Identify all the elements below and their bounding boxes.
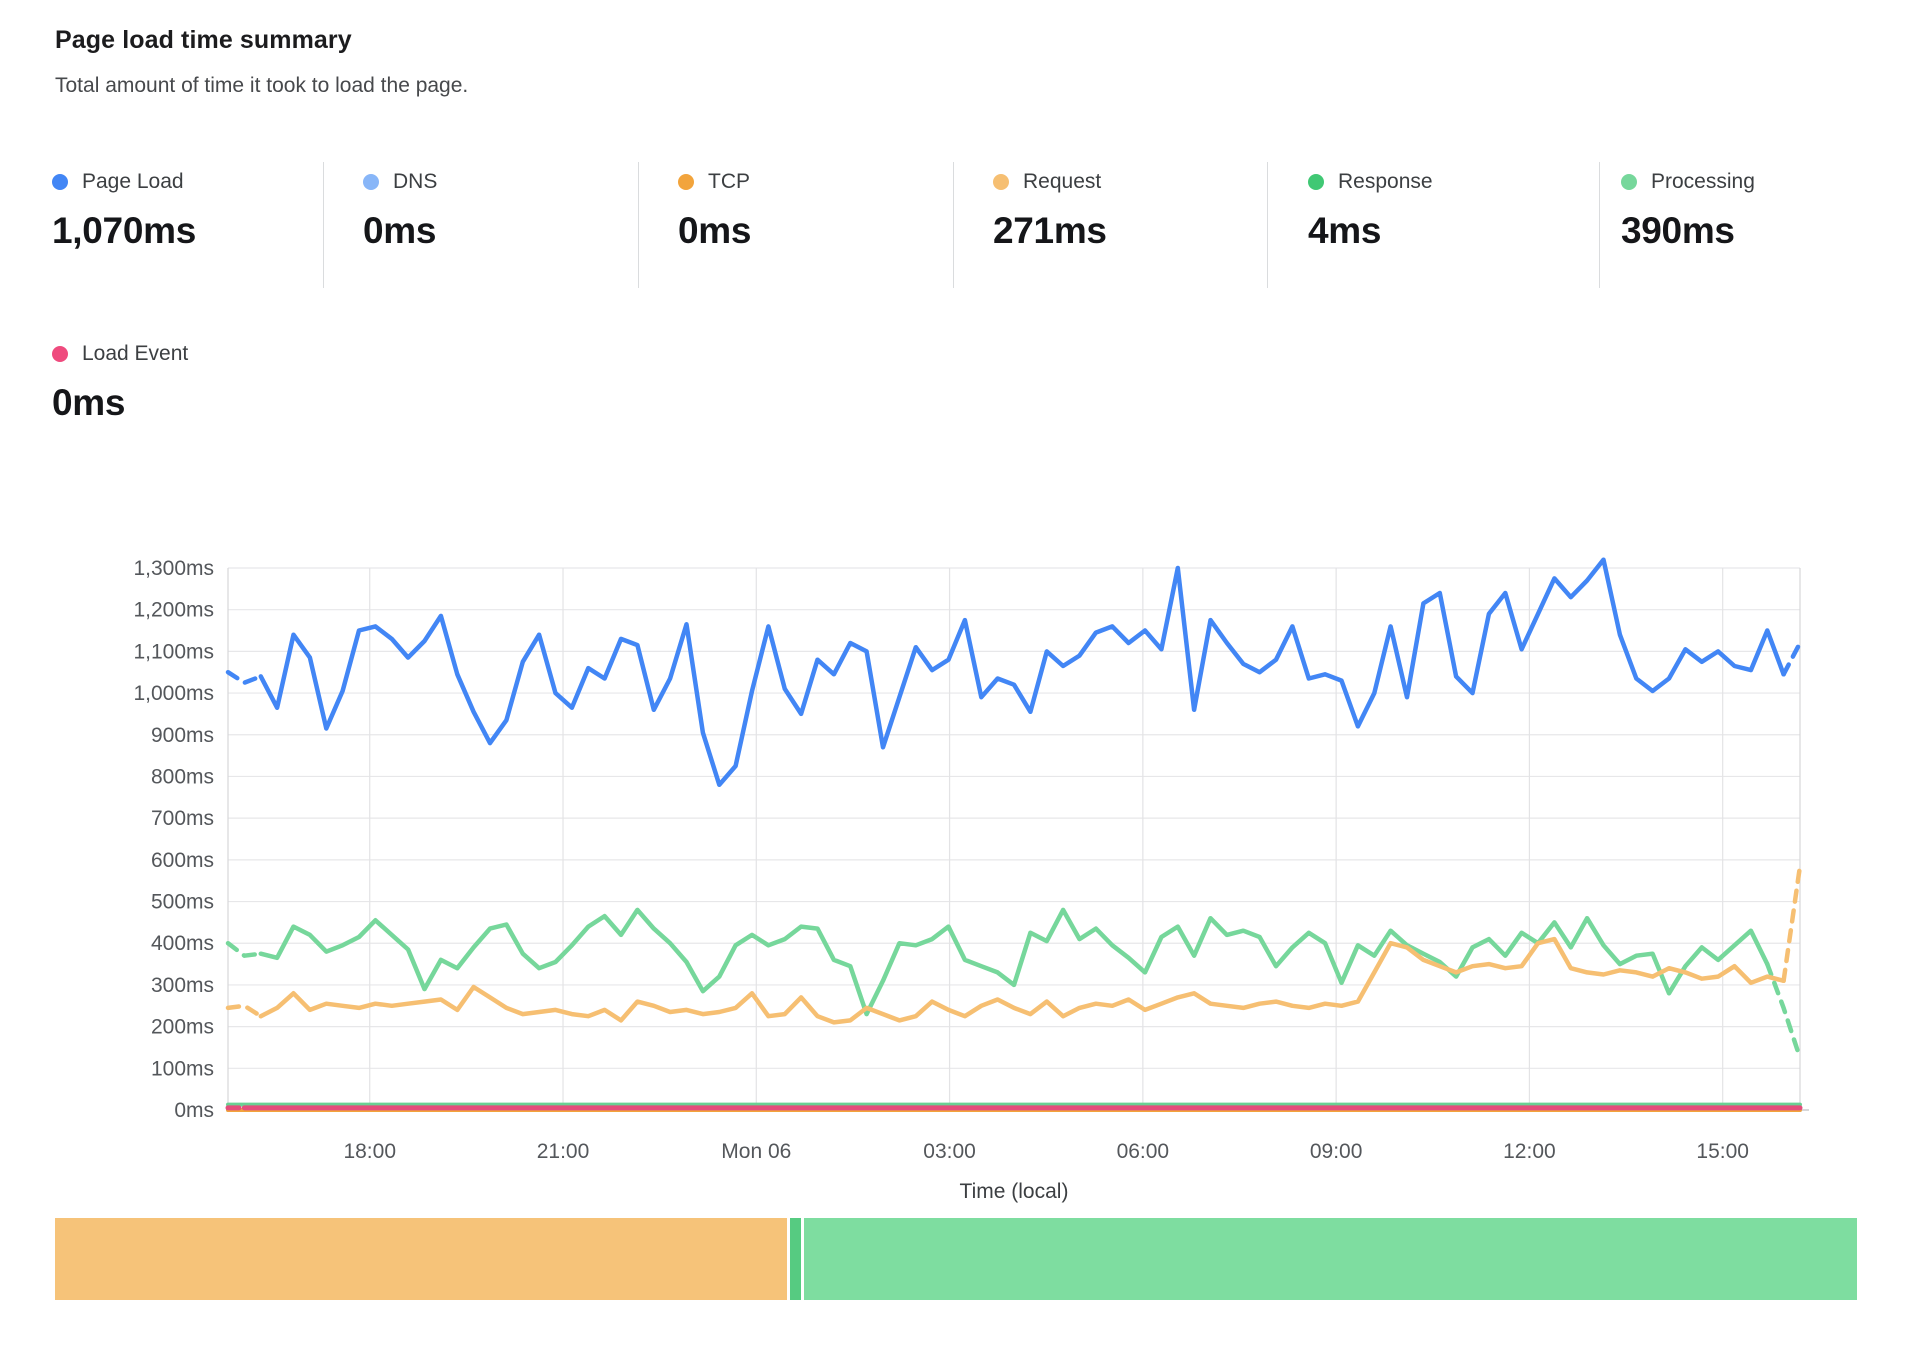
y-axis-tick-label: 800ms <box>151 765 214 788</box>
load-time-chart[interactable]: 0ms 100ms 200ms 300ms 400ms 500ms 600ms 700ms 80… <box>55 520 1857 1220</box>
column-divider <box>953 162 954 288</box>
load-time-chart-svg[interactable]: 0ms 100ms 200ms 300ms 400ms 500ms 600ms 700ms 80… <box>55 520 1857 1220</box>
metric-value-response: 4ms <box>1308 210 1382 251</box>
x-axis-tick-label: Mon 06 <box>721 1140 791 1163</box>
y-axis-tick-label: 1,000ms <box>133 682 214 705</box>
dns-legend-dot <box>363 174 379 190</box>
legend-item-dns: DNS <box>363 166 663 198</box>
x-axis-tick-label: 06:00 <box>1117 1140 1170 1163</box>
y-axis-tick-label: 200ms <box>151 1016 214 1039</box>
metric-card-dns: DNS 0ms <box>363 166 663 252</box>
column-divider <box>638 162 639 288</box>
metric-card-request: Request 271ms <box>993 166 1293 252</box>
legend-item-processing: Processing <box>1621 166 1910 198</box>
y-axis-tick-label: 1,300ms <box>133 557 214 580</box>
legend-item-tcp: TCP <box>678 166 978 198</box>
y-axis-tick-label: 300ms <box>151 974 214 997</box>
legend-item-page-load: Page Load <box>52 166 352 198</box>
metric-value-tcp: 0ms <box>678 210 752 251</box>
y-axis-tick-label: 1,200ms <box>133 599 214 622</box>
y-axis-tick-label: 900ms <box>151 724 214 747</box>
request-legend-dot <box>993 174 1009 190</box>
x-axis-tick-label: 21:00 <box>537 1140 590 1163</box>
legend-item-request: Request <box>993 166 1293 198</box>
bar-segment-response <box>789 1218 801 1300</box>
series-page-load[interactable] <box>225 557 1803 788</box>
column-divider <box>323 162 324 288</box>
x-axis-tick-label: 18:00 <box>343 1140 396 1163</box>
tcp-legend-dot <box>678 174 694 190</box>
column-divider <box>1599 162 1600 288</box>
series-processing[interactable] <box>225 907 1803 1061</box>
x-axis-tick-label: 15:00 <box>1696 1140 1749 1163</box>
metric-card-page-load: Page Load 1,070ms <box>52 166 352 252</box>
y-axis-tick-label: 100ms <box>151 1057 214 1080</box>
x-axis-tick-label: 12:00 <box>1503 1140 1556 1163</box>
metric-label: Page Load <box>82 170 184 193</box>
processing-legend-dot <box>1621 174 1637 190</box>
x-axis-tick-label: 03:00 <box>923 1140 976 1163</box>
bar-segment-processing <box>803 1218 1857 1300</box>
metric-card-load-event: Load Event 0ms <box>52 338 352 424</box>
metric-value-load-event: 0ms <box>52 382 126 423</box>
metric-card-tcp: TCP 0ms <box>678 166 978 252</box>
y-axis-tick-label: 400ms <box>151 932 214 955</box>
load-breakdown-bar <box>55 1218 1857 1300</box>
metric-value-processing: 390ms <box>1621 210 1735 251</box>
bar-segment-request <box>55 1218 787 1300</box>
series-request[interactable] <box>225 863 1803 1025</box>
column-divider <box>1267 162 1268 288</box>
metric-label: DNS <box>393 170 438 193</box>
load-event-legend-dot <box>52 346 68 362</box>
chart-grid: 0ms 100ms 200ms 300ms 400ms 500ms 600ms 700ms 80… <box>133 557 1809 1203</box>
metric-value-dns: 0ms <box>363 210 437 251</box>
page-title: Page load time summary <box>55 26 352 54</box>
y-axis-tick-label: 700ms <box>151 807 214 830</box>
y-axis-tick-label: 1,100ms <box>133 640 214 663</box>
response-legend-dot <box>1308 174 1324 190</box>
x-axis-tick-label: 09:00 <box>1310 1140 1363 1163</box>
metric-label: TCP <box>708 170 750 193</box>
x-axis-title: Time (local) <box>960 1180 1069 1203</box>
metric-label: Response <box>1338 170 1433 193</box>
legend-item-response: Response <box>1308 166 1608 198</box>
legend-item-load-event: Load Event <box>52 338 352 370</box>
y-axis-tick-label: 600ms <box>151 849 214 872</box>
metric-label: Processing <box>1651 170 1755 193</box>
metric-card-response: Response 4ms <box>1308 166 1608 252</box>
metric-value-request: 271ms <box>993 210 1107 251</box>
metric-label: Load Event <box>82 342 189 365</box>
page-load-legend-dot <box>52 174 68 190</box>
metric-label: Request <box>1023 170 1102 193</box>
page-subtitle: Total amount of time it took to load the… <box>55 74 469 97</box>
metric-value-page-load: 1,070ms <box>52 210 196 251</box>
y-axis-tick-label: 0ms <box>174 1099 214 1122</box>
metric-card-processing: Processing 390ms <box>1621 166 1910 252</box>
y-axis-tick-label: 500ms <box>151 891 214 914</box>
